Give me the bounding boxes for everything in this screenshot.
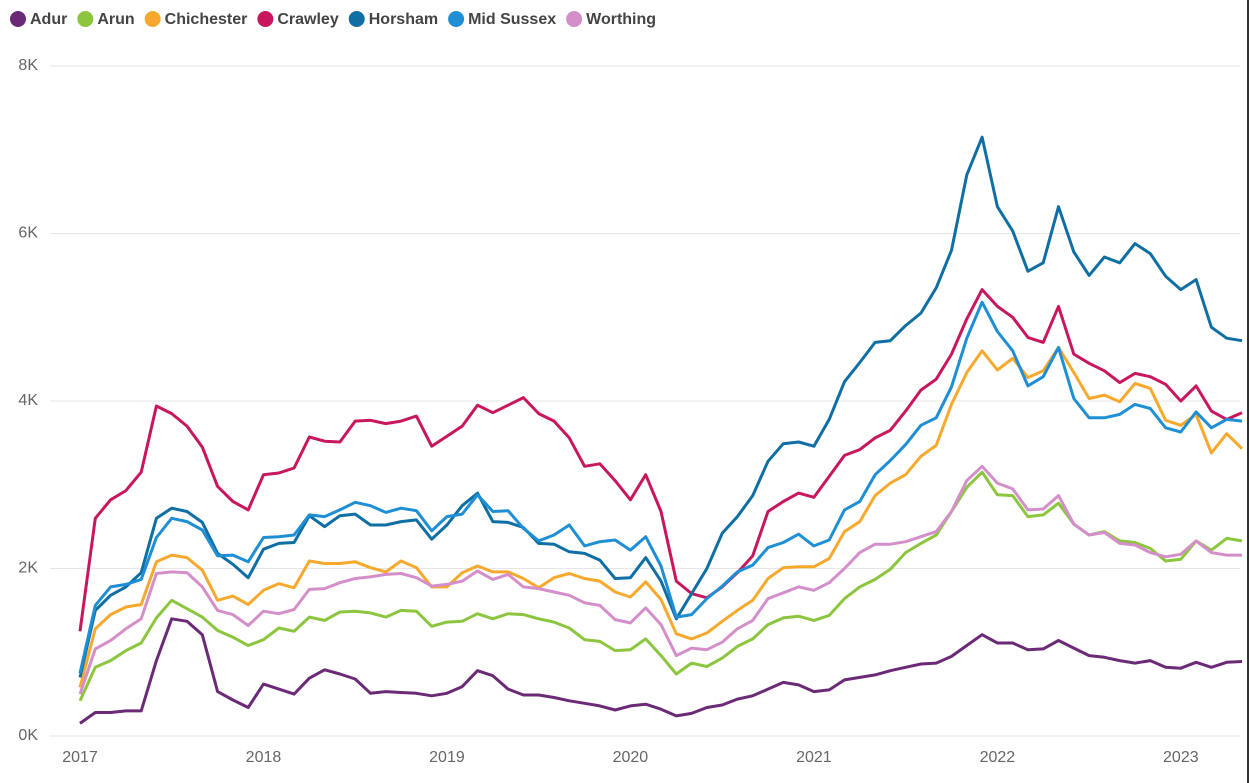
series-line — [78, 288, 1243, 632]
legend-label: Crawley — [277, 11, 338, 28]
x-tick-label: 2020 — [613, 749, 649, 766]
series-line — [78, 300, 1243, 674]
series-line — [79, 617, 1243, 725]
series-line — [78, 470, 1243, 702]
legend-label: Worthing — [586, 11, 656, 28]
legend-label: Chichester — [165, 11, 248, 28]
legend-marker — [77, 11, 94, 27]
series-line — [78, 464, 1242, 695]
series-line — [78, 135, 1243, 678]
legend-marker — [10, 11, 26, 27]
y-tick-label: 2K — [18, 560, 38, 577]
legend-label: Adur — [30, 11, 67, 28]
legend-label: Horsham — [369, 11, 438, 28]
legend-marker — [348, 11, 365, 27]
legend-marker — [448, 11, 465, 27]
x-tick-label: 2017 — [62, 749, 98, 766]
x-tick-label: 2022 — [980, 749, 1016, 766]
x-tick-label: 2023 — [1163, 749, 1199, 766]
legend-marker — [566, 11, 583, 27]
legend-marker — [144, 11, 161, 27]
y-tick-label: 8K — [18, 57, 38, 74]
series-line — [78, 345, 1244, 688]
x-tick-label: 2021 — [796, 749, 832, 766]
y-tick-label: 4K — [18, 392, 38, 409]
legend-marker — [257, 11, 274, 27]
legend-label: Arun — [97, 11, 134, 28]
legend-label: Mid Sussex — [468, 11, 556, 28]
x-tick-label: 2018 — [246, 749, 282, 766]
y-tick-label: 0K — [18, 727, 38, 744]
x-tick-label: 2019 — [429, 749, 465, 766]
y-tick-label: 6K — [18, 225, 38, 242]
